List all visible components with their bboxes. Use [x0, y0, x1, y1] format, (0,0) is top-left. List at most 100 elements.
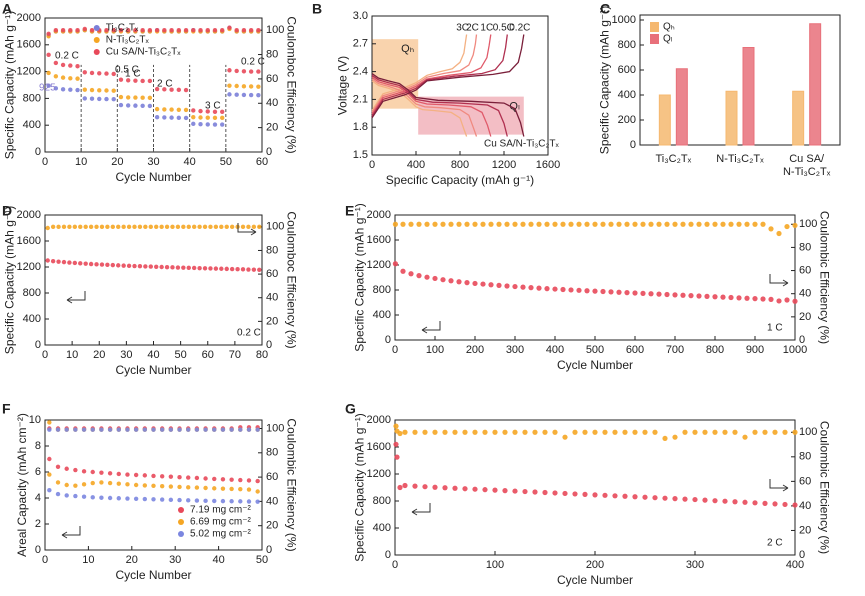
y-tick-label: 4: [35, 492, 41, 504]
y-axis-label: Specific Capacity (mAh g⁻¹): [352, 203, 366, 351]
data-point: [532, 429, 538, 435]
data-point: [205, 27, 210, 33]
data-point: [234, 68, 239, 74]
data-point: [220, 477, 226, 482]
data-point: [632, 494, 638, 500]
curve: [371, 34, 478, 137]
axis-arrow: [61, 526, 81, 539]
data-point: [99, 262, 105, 267]
data-point: [99, 480, 104, 485]
data-point: [140, 78, 145, 84]
data-point: [238, 486, 243, 492]
data-point: [197, 265, 202, 271]
data-point: [760, 296, 766, 302]
x-axis-label: Cycle Number: [115, 363, 191, 377]
data-point: [125, 427, 130, 432]
data-point: [125, 472, 130, 477]
data-point: [203, 498, 208, 504]
data-point: [46, 70, 51, 76]
data-point: [512, 221, 518, 227]
data-point: [752, 221, 758, 227]
legend-label: 7.19 mg cm⁻²: [190, 505, 252, 516]
data-point: [536, 285, 542, 291]
data-point: [462, 486, 468, 492]
y-axis-label: Voltage (V): [336, 56, 350, 115]
data-point: [568, 221, 574, 227]
data-point: [422, 429, 428, 435]
data-point: [191, 114, 196, 120]
data-point: [198, 115, 203, 120]
data-point: [186, 427, 191, 432]
data-point: [582, 491, 588, 497]
bar: [792, 90, 805, 146]
data-point: [45, 258, 50, 263]
data-point: [205, 109, 210, 114]
y2-tick-label: 80: [266, 447, 278, 459]
data-point: [504, 221, 510, 227]
legend-label: 6.69 mg cm⁻²: [190, 517, 252, 528]
x-tick-label: 800: [706, 344, 724, 356]
data-point: [702, 429, 708, 435]
x-tick-label: 80: [256, 349, 268, 361]
data-point: [137, 224, 143, 230]
x-tick-label: 0: [392, 344, 398, 356]
x-tick-label: 100: [426, 344, 444, 356]
data-point: [133, 78, 138, 83]
y2-tick-label: 40: [799, 288, 811, 300]
data-point: [183, 87, 189, 93]
panel-label: B: [312, 1, 322, 17]
curve-label: 0.2C: [509, 23, 530, 34]
data-point: [73, 493, 78, 499]
x-tick-label: 300: [686, 559, 704, 571]
data-point: [110, 262, 116, 268]
bar: [809, 23, 822, 146]
data-point: [528, 285, 534, 291]
x-tick-label: 1200: [492, 159, 516, 171]
y-axis-label: Specific Capacity (mAh g⁻¹): [352, 413, 366, 561]
x-axis-label: Cycle Number: [557, 573, 633, 587]
data-point: [169, 107, 174, 112]
data-point: [133, 27, 138, 33]
data-point: [229, 486, 234, 492]
x-tick-label: 30: [169, 554, 181, 566]
data-point: [168, 484, 174, 489]
data-point: [198, 27, 203, 33]
y2-tick-label: 40: [266, 495, 278, 507]
data-point: [116, 224, 121, 230]
data-point: [408, 221, 414, 227]
data-point: [688, 293, 694, 299]
data-point: [652, 495, 658, 501]
data-point: [142, 496, 148, 502]
y-tick-label: 6: [35, 466, 41, 478]
data-point: [622, 493, 628, 499]
data-point: [78, 224, 83, 230]
data-point: [125, 27, 131, 33]
data-point: [194, 475, 200, 481]
data-point: [602, 429, 608, 435]
x-axis-label: Cycle Number: [115, 170, 191, 184]
data-point: [452, 485, 458, 491]
y-tick-label: 1600: [367, 441, 391, 453]
y-tick-label: 0: [35, 339, 41, 351]
data-point: [504, 283, 510, 289]
data-point: [624, 221, 630, 227]
data-point: [111, 97, 116, 102]
y-tick-label: 800: [373, 495, 391, 507]
y-tick-label: 2: [35, 518, 41, 530]
panel-label: C: [600, 1, 610, 17]
data-point: [104, 88, 109, 93]
x-tick-label: N-Ti₃C₂Tₓ: [716, 153, 764, 165]
data-point: [125, 496, 130, 501]
data-point: [227, 83, 232, 88]
data-point: [542, 429, 548, 435]
data-point: [143, 264, 148, 269]
data-point: [448, 221, 454, 227]
y-tick-label: 1200: [17, 261, 41, 273]
data-point: [205, 122, 210, 127]
x-tick-label: 20: [126, 554, 138, 566]
data-point: [772, 501, 778, 507]
x-tick-label: 30: [147, 156, 159, 168]
x-axis-label: Specific Capacity (mAh g⁻¹): [386, 173, 534, 187]
data-point: [229, 224, 235, 230]
